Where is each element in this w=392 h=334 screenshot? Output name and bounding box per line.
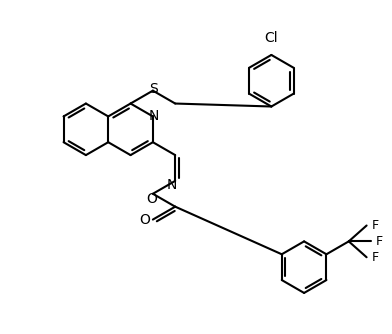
Text: O: O — [147, 192, 157, 206]
Text: Cl: Cl — [265, 31, 278, 45]
Text: O: O — [140, 212, 151, 226]
Text: N: N — [149, 110, 159, 124]
Text: F: F — [376, 235, 383, 248]
Text: F: F — [372, 219, 379, 232]
Text: N: N — [167, 178, 178, 192]
Text: S: S — [149, 81, 158, 96]
Text: F: F — [372, 251, 379, 264]
